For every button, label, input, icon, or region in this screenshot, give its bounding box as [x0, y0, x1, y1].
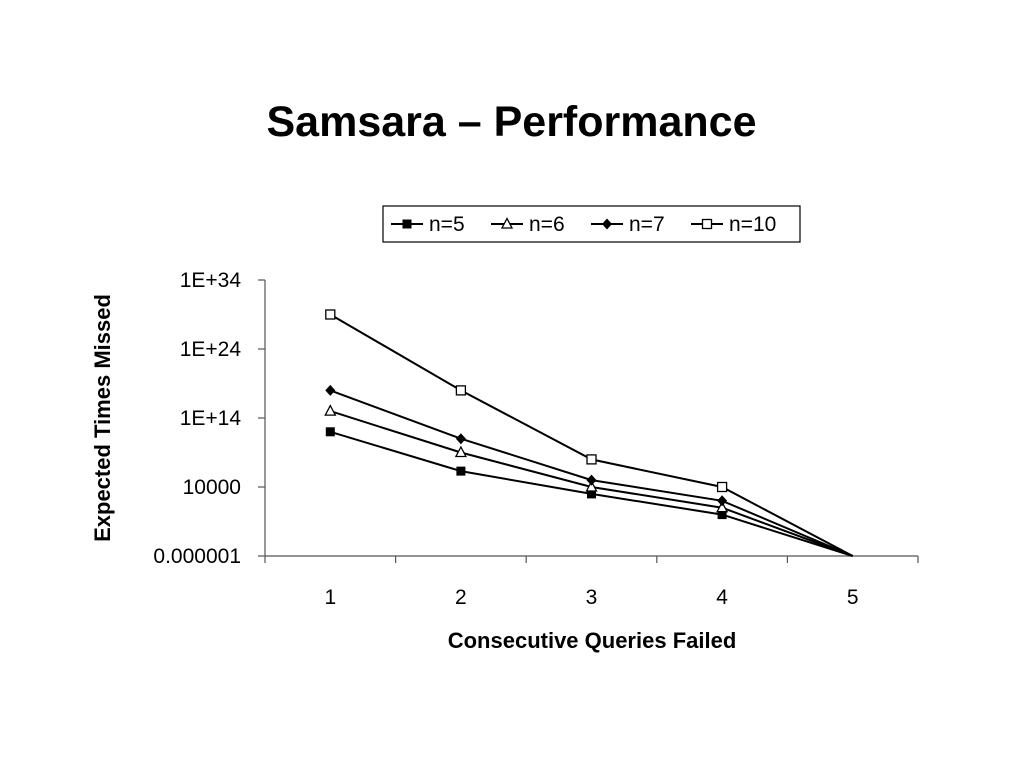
legend-entry: n=7: [591, 213, 665, 236]
series-n6: [324, 404, 854, 557]
legend-label: n=5: [429, 213, 465, 236]
data-point: [325, 427, 335, 437]
data-point: [717, 510, 727, 520]
data-point: [455, 433, 466, 445]
data-point: [586, 474, 597, 486]
slide-title: Samsara – Performance: [266, 98, 757, 146]
data-point: [454, 445, 467, 458]
legend-marker: [402, 219, 412, 229]
y-tick-label: 1E+14: [180, 407, 242, 430]
legend-entry: n=5: [391, 213, 465, 236]
x-tick-label: 4: [716, 586, 728, 609]
y-axis-title: Expected Times Missed: [90, 294, 115, 542]
series-n5: [325, 427, 854, 557]
legend-entry: n=6: [491, 213, 565, 236]
legend-label: n=10: [729, 213, 776, 236]
series-n10: [325, 309, 854, 557]
data-point: [324, 404, 337, 416]
legend-label: n=6: [529, 213, 565, 236]
legend-marker: [701, 218, 713, 230]
x-tick-label: 2: [455, 586, 467, 609]
chart-axes: [264, 280, 918, 557]
data-point: [325, 384, 336, 396]
data-point: [325, 309, 336, 320]
y-axis-ticks: 0.000001 10000 1E+14 1E+24 1E+34: [153, 269, 265, 568]
data-point: [585, 480, 598, 492]
x-tick-label: 5: [847, 586, 859, 609]
data-point: [717, 495, 728, 507]
x-axis-ticks: 1 2 3 4 5: [264, 556, 919, 609]
legend: n=5 n=6 n=7 n=10: [382, 205, 801, 243]
y-tick-label: 0.000001: [153, 545, 241, 568]
y-tick-label: 1E+24: [180, 338, 242, 361]
data-point: [455, 385, 467, 396]
x-tick-label: 1: [324, 586, 336, 609]
x-tick-label: 3: [586, 586, 598, 609]
data-point: [586, 454, 597, 465]
y-tick-label: 1E+34: [180, 269, 242, 292]
data-point: [587, 489, 596, 499]
legend-entry: n=10: [691, 213, 776, 236]
legend-marker: [500, 217, 514, 229]
y-tick-label: 10000: [183, 476, 241, 499]
legend-marker: [602, 218, 612, 230]
series-layer: [324, 309, 854, 557]
series-n7: [325, 384, 854, 557]
x-axis-title: Consecutive Queries Failed: [448, 628, 737, 653]
data-point: [716, 481, 728, 493]
data-point: [456, 466, 466, 476]
legend-label: n=7: [629, 213, 665, 236]
data-point: [716, 500, 729, 513]
